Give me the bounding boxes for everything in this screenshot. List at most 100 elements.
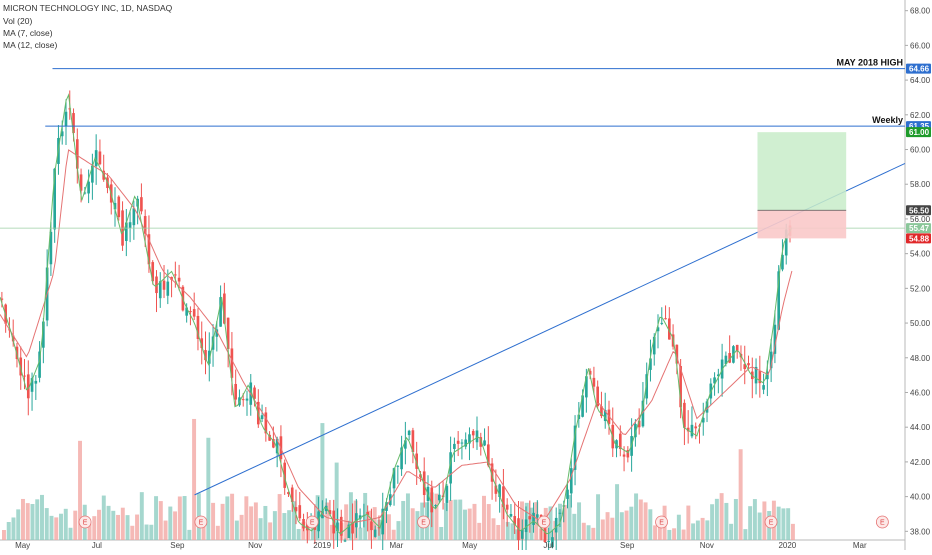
candle-body [600,406,603,417]
candle-body [528,516,532,520]
volume-bar [16,509,21,540]
x-tick-label: Sep [170,541,185,550]
candle-body [777,271,780,330]
candle-body [381,508,385,535]
price-tag-text-weekly: 61.35 [909,122,930,131]
y-tick-label: 46.00 [910,388,931,397]
candle-body [128,222,132,228]
candle-body [453,443,456,449]
candle-body [253,387,256,399]
candle-body [287,492,290,495]
candle-body [336,522,339,532]
volume-bar [277,494,282,540]
x-tick-label: May [462,541,477,550]
candle-body [781,254,784,270]
candle-body [321,510,324,519]
volume-bar [291,501,296,540]
candle-body [207,350,211,364]
candle-body [656,327,660,332]
volume-bar [786,508,791,540]
candle-body [147,234,151,265]
candle-body [91,165,94,183]
candle-body [68,108,72,110]
volume-bar [591,527,596,540]
candle-body [762,385,765,390]
candle-body [166,281,170,296]
volume-bar [35,499,40,540]
volume-bar [719,493,724,540]
candle-body [42,321,45,348]
candle-body [675,344,679,364]
candle-body [260,415,264,420]
y-tick-label: 64.00 [910,76,931,85]
candle-body [185,307,188,316]
earnings-marker-label: E [769,520,774,527]
candle-body [735,344,739,352]
volume-bar [73,510,78,540]
volume-bar [367,510,372,540]
volume-bar [372,507,377,540]
candle-body [419,474,422,478]
candle-body [543,528,547,543]
candle-body [569,468,573,494]
candle-body [690,424,694,437]
volume-bar [40,494,44,540]
y-tick-label: 56.00 [910,215,931,224]
volume-bar [68,527,73,540]
volume-bar [211,502,216,540]
candle-body [275,438,279,454]
candle-body [23,375,26,377]
volume-bar [648,509,653,540]
earnings-marker[interactable] [305,515,319,529]
volume-bar [111,510,116,540]
volume-bar [534,502,539,540]
volume-bar [486,504,491,540]
volume-bar [401,500,406,540]
earnings-marker[interactable] [194,515,208,529]
volume-bar [92,516,97,540]
volume-bar [101,495,106,540]
candle-body [155,276,158,294]
candle-body [49,231,53,265]
candle-body [637,420,641,428]
volume-bar [282,513,287,540]
volume-bar [54,517,59,540]
volume-bar [657,516,662,540]
earnings-marker[interactable] [537,515,551,529]
volume-bar [130,525,135,540]
earnings-marker[interactable] [764,515,778,529]
candle-body [162,280,166,290]
volume-bar [44,508,49,540]
candle-body [468,434,471,444]
volume-bar [97,509,102,540]
volume-bar [700,517,705,540]
y-tick-label: 52.00 [910,284,931,293]
candle-body [487,444,490,466]
volume-bar [234,520,239,540]
earnings-marker-label: E [542,520,547,527]
candle-body [415,453,418,469]
candle-body [573,425,577,470]
earnings-marker[interactable] [875,515,889,529]
volume-bar [177,496,182,540]
volume-bar [358,527,363,540]
volume-bar [686,505,691,540]
candle-body [475,430,479,443]
candle-body [558,512,562,514]
earnings-marker[interactable] [417,515,430,529]
volume-bar [672,528,677,540]
earnings-marker[interactable] [655,515,668,529]
volume-bar [306,521,311,540]
volume-bar [382,511,387,540]
candle-body [38,351,41,378]
volume-bar [11,517,16,540]
volume-bar [268,522,273,540]
earnings-marker[interactable] [78,515,92,529]
volume-bar [667,529,672,540]
volume-bar [562,504,567,540]
x-tick-label: Mar [389,541,403,550]
candle-body [769,351,773,369]
candle-body [724,355,728,365]
volume-bar [619,512,624,540]
